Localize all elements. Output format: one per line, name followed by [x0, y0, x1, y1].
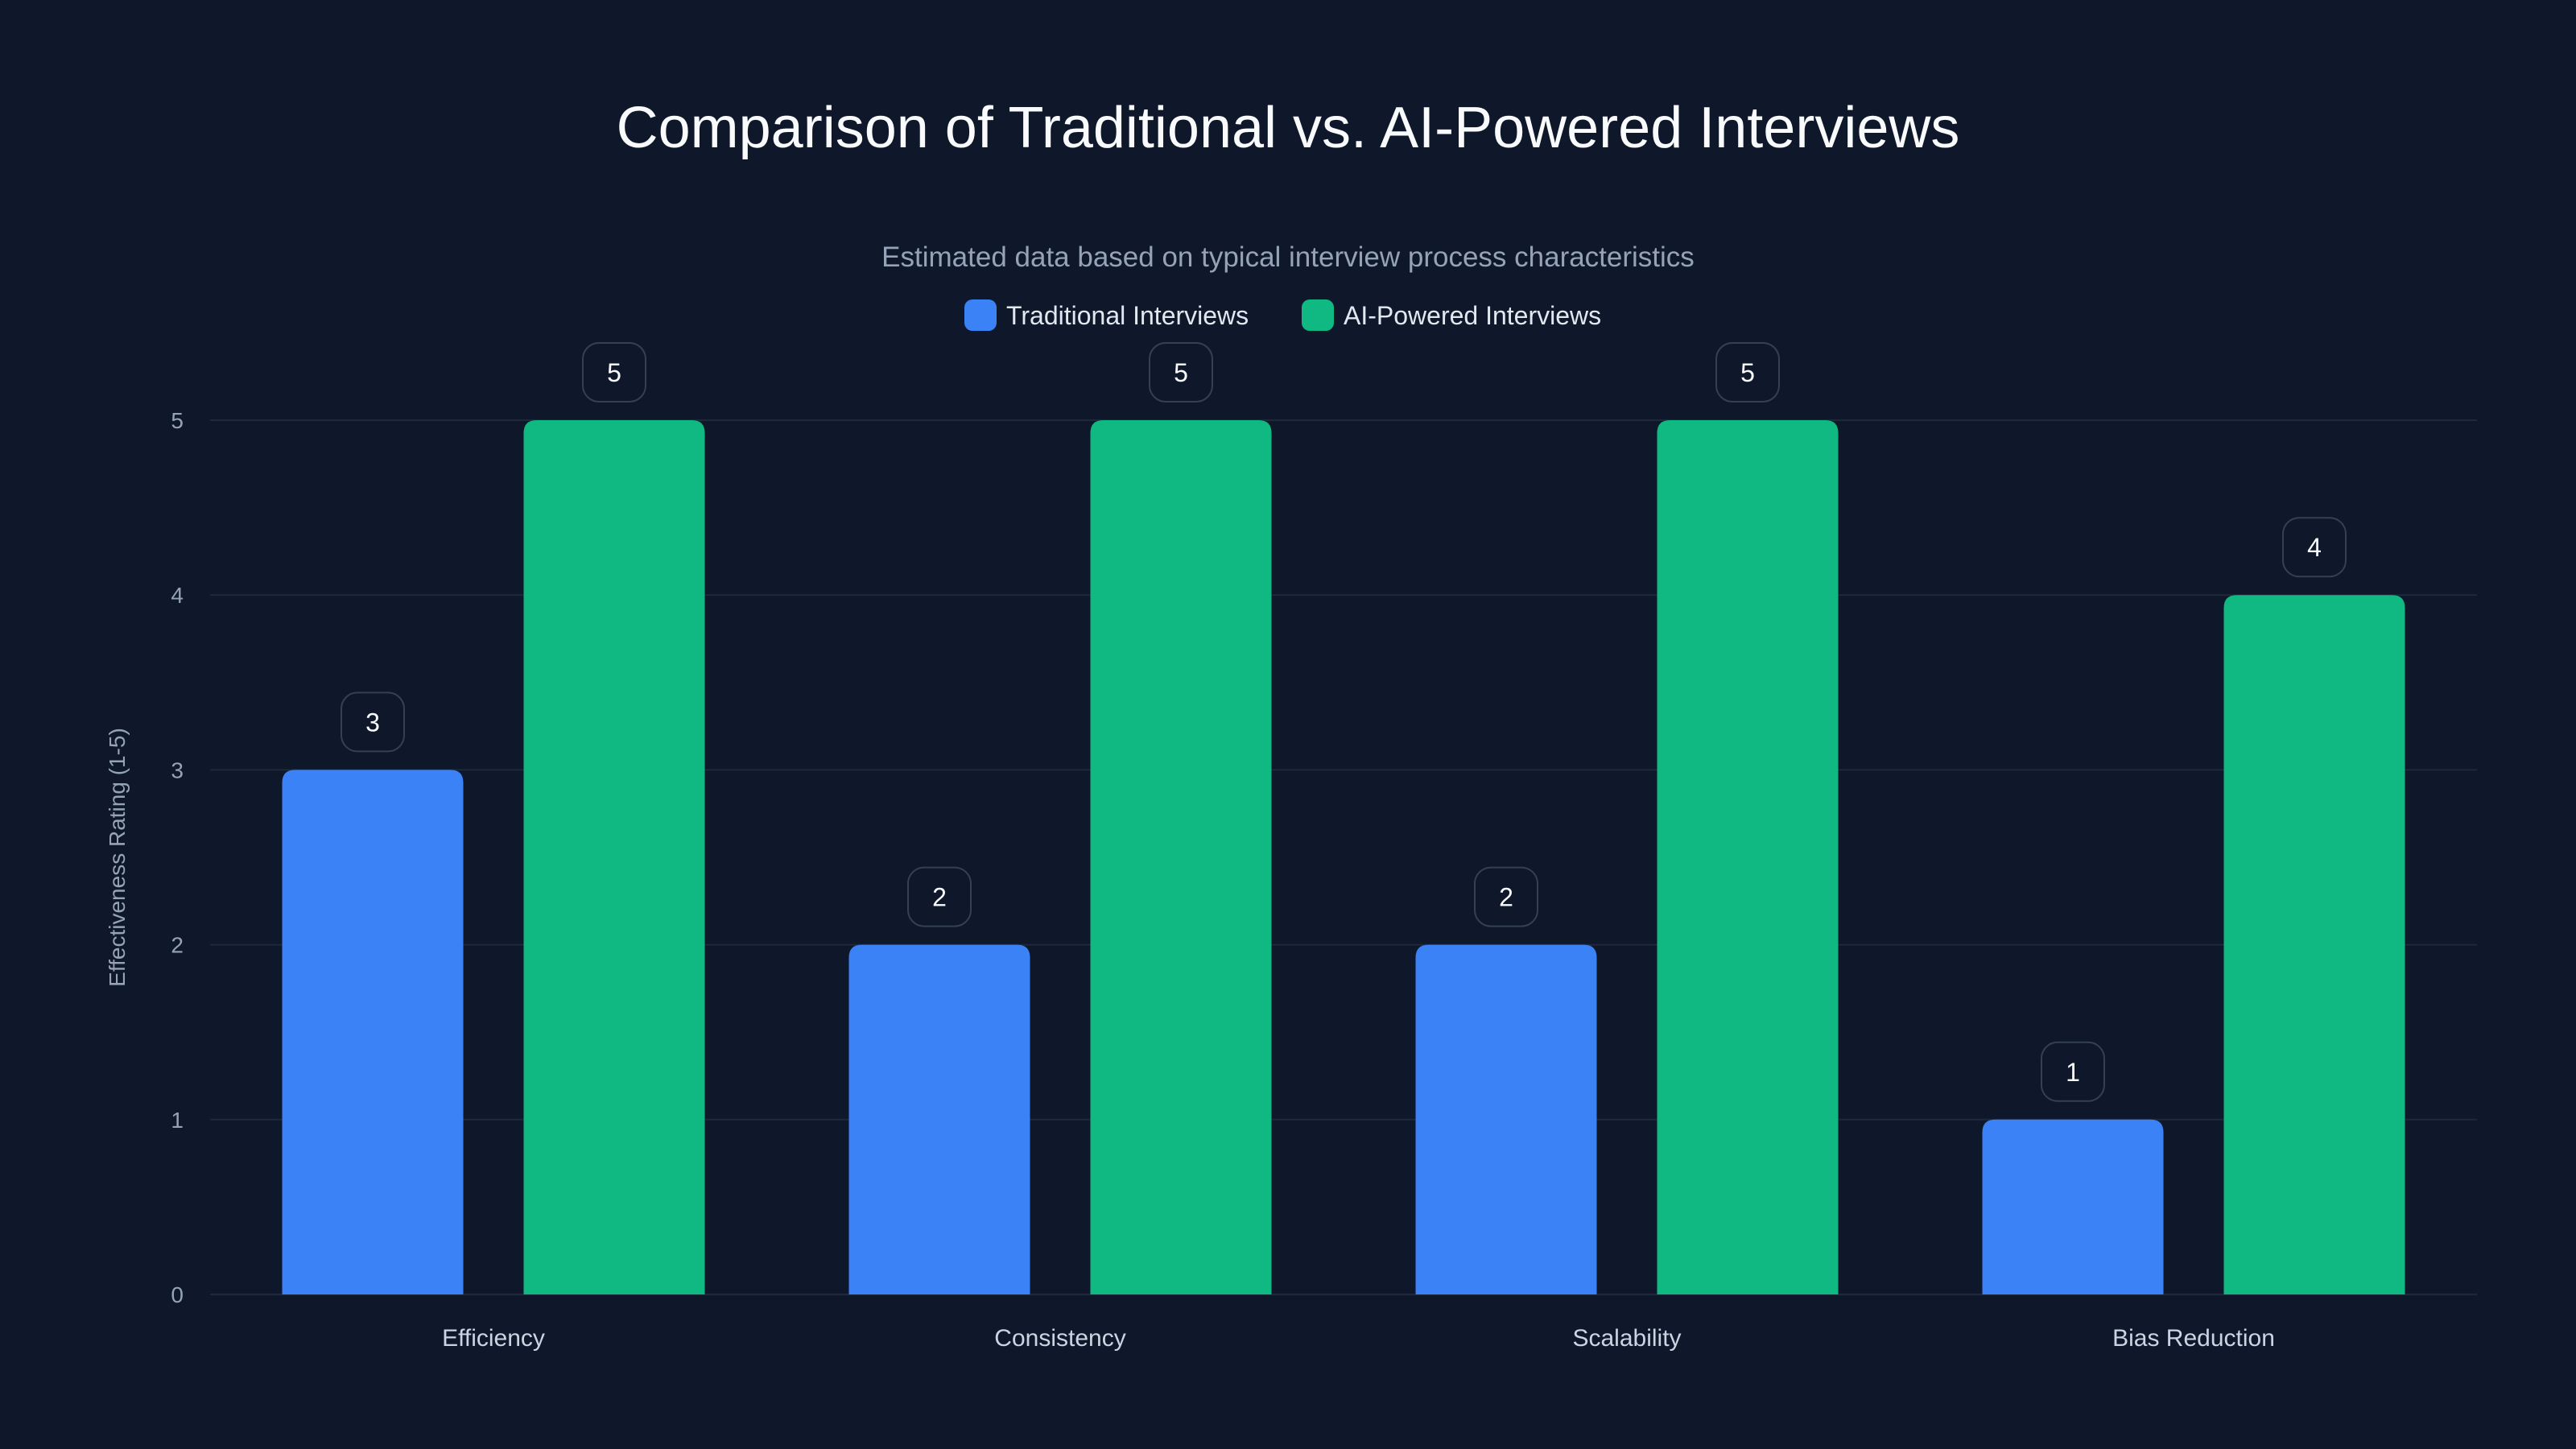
bar	[1982, 1119, 2164, 1294]
data-label-box	[2041, 1041, 2105, 1102]
bar	[523, 420, 705, 1294]
data-label: 5	[1174, 358, 1188, 387]
y-tick-label: 1	[171, 1108, 184, 1133]
bar	[1090, 420, 1272, 1294]
data-label: 5	[1740, 358, 1755, 387]
y-axis-label: Effectiveness Rating (1-5)	[105, 728, 130, 987]
x-tick-label: Efficiency	[442, 1325, 545, 1352]
data-label: 2	[932, 883, 947, 912]
data-label: 2	[1499, 883, 1513, 912]
y-tick-label: 4	[171, 583, 184, 608]
chart-title: Comparison of Traditional vs. AI-Powered…	[616, 96, 1960, 160]
x-tick-label: Scalability	[1572, 1325, 1681, 1352]
bar	[848, 944, 1030, 1294]
y-tick-label: 0	[171, 1282, 184, 1307]
data-label-box	[1149, 342, 1213, 402]
chart-subtitle: Estimated data based on typical intervie…	[881, 242, 1695, 273]
data-label: 5	[607, 358, 621, 387]
bar	[2223, 595, 2405, 1294]
data-label-box	[341, 691, 405, 753]
legend-swatch	[1302, 299, 1334, 331]
data-label-box	[582, 342, 646, 402]
data-label-box	[1474, 866, 1538, 927]
data-label-box	[1715, 342, 1780, 402]
data-label-box	[907, 866, 972, 927]
bar	[282, 770, 464, 1294]
y-tick-label: 2	[171, 933, 184, 958]
x-tick-label: Consistency	[994, 1325, 1125, 1352]
legend-swatch	[964, 299, 997, 331]
bar	[1415, 944, 1597, 1294]
y-tick-label: 3	[171, 758, 184, 782]
x-tick-label: Bias Reduction	[2112, 1325, 2275, 1352]
legend-label: Traditional Interviews	[1006, 301, 1249, 330]
data-label: 4	[2307, 533, 2322, 562]
data-label: 3	[365, 708, 380, 737]
data-label-box	[2282, 517, 2347, 578]
legend-label: AI-Powered Interviews	[1344, 301, 1601, 330]
bar	[1657, 420, 1839, 1294]
y-tick-label: 5	[171, 408, 184, 433]
data-label: 1	[2066, 1058, 2080, 1087]
